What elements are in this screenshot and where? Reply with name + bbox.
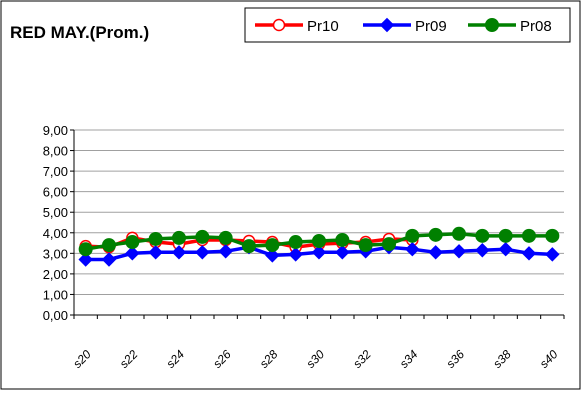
data-point — [265, 238, 280, 253]
series-group — [78, 226, 560, 267]
y-tick-label: 5,00 — [43, 205, 68, 220]
data-point — [171, 245, 187, 260]
y-tick-label: 7,00 — [43, 164, 68, 179]
data-point — [498, 242, 513, 257]
data-point — [148, 245, 163, 260]
data-point — [428, 227, 443, 242]
legend: Pr10 Pr09 Pr08 — [244, 7, 571, 43]
legend-item-Pr08: Pr08 — [468, 18, 552, 35]
legend-label: Pr10 — [307, 18, 339, 35]
legend-label: Pr08 — [520, 18, 552, 35]
data-point — [312, 234, 326, 248]
data-point — [545, 247, 560, 262]
data-point — [475, 228, 490, 243]
data-point — [498, 228, 513, 243]
data-point — [335, 232, 350, 247]
data-point — [335, 245, 350, 260]
data-point — [218, 230, 233, 245]
data-point — [272, 18, 286, 32]
data-point — [545, 228, 560, 243]
legend-label: Pr09 — [415, 18, 447, 35]
data-point — [78, 252, 93, 267]
y-tick-label: 9,00 — [43, 123, 68, 138]
y-tick-label: 6,00 — [43, 185, 68, 200]
legend-item-Pr10: Pr10 — [255, 18, 339, 35]
y-tick-label: 1,00 — [43, 287, 68, 302]
data-point — [288, 247, 303, 262]
data-point — [405, 242, 420, 257]
data-point — [521, 246, 537, 261]
data-point — [102, 238, 116, 253]
data-point — [405, 228, 420, 243]
data-point — [78, 242, 93, 257]
data-point — [101, 252, 117, 267]
data-point — [452, 226, 466, 241]
y-axis: 0,00 1,00 2,00 3,00 4,00 5,00 6,00 7,00 8,00 9,00 — [43, 123, 75, 323]
data-point — [148, 231, 163, 246]
data-point — [195, 245, 210, 260]
y-tick-label: 4,00 — [43, 226, 68, 241]
y-tick-label: 2,00 — [43, 267, 68, 282]
data-point — [358, 238, 373, 253]
series-Pr08 — [78, 226, 560, 257]
data-point — [475, 243, 490, 258]
y-tick-label: 0,00 — [43, 308, 68, 323]
data-point — [485, 18, 499, 32]
data-point — [428, 245, 443, 260]
data-point — [288, 235, 303, 250]
data-point — [172, 230, 186, 245]
chart-title: RED MAY.(Prom.) — [10, 23, 149, 42]
data-point — [265, 248, 280, 263]
data-point — [195, 229, 210, 244]
y-tick-label: 8,00 — [43, 144, 68, 159]
data-point — [125, 246, 140, 261]
legend-item-Pr09: Pr09 — [363, 17, 447, 35]
data-point — [242, 239, 256, 254]
y-tick-label: 3,00 — [43, 246, 68, 261]
data-point — [218, 244, 233, 259]
data-point — [125, 235, 140, 250]
data-point — [311, 245, 327, 260]
data-point — [522, 228, 536, 243]
data-point — [379, 17, 395, 33]
data-point — [382, 237, 396, 252]
data-point — [451, 244, 467, 259]
